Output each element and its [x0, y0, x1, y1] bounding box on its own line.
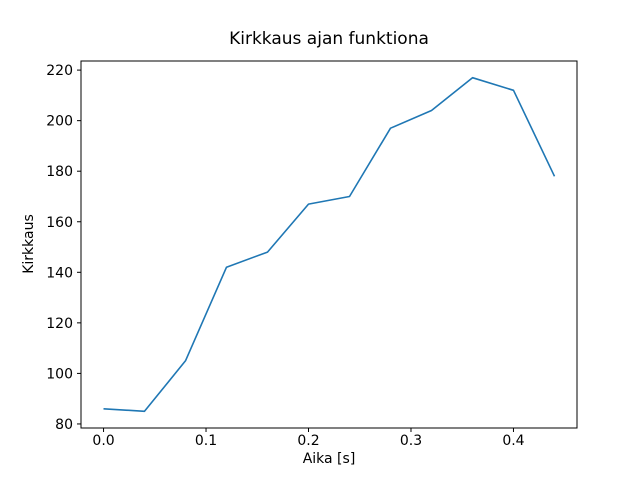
y-tick-label: 220	[46, 63, 73, 79]
y-tick-label: 180	[46, 164, 73, 180]
plot-border	[80, 60, 578, 429]
y-tick-label: 120	[46, 316, 73, 332]
y-tick-label: 200	[46, 114, 73, 130]
x-tick-label: 0.3	[400, 433, 422, 449]
y-tick-label: 80	[55, 417, 73, 433]
x-tick-label: 0.2	[297, 433, 319, 449]
y-tick-label: 140	[46, 265, 73, 281]
x-tick-label: 0.1	[195, 433, 217, 449]
chart-title: Kirkkaus ajan funktiona	[229, 29, 429, 49]
y-tick-label: 100	[46, 366, 73, 382]
y-tick-label: 160	[46, 215, 73, 231]
x-tick-label: 0.0	[92, 433, 114, 449]
y-axis-title: Kirkkaus	[21, 214, 37, 274]
data-line-kirkkaus	[103, 76, 556, 413]
x-axis-title: Aika [s]	[302, 451, 356, 467]
x-tick-label: 0.4	[502, 433, 524, 449]
